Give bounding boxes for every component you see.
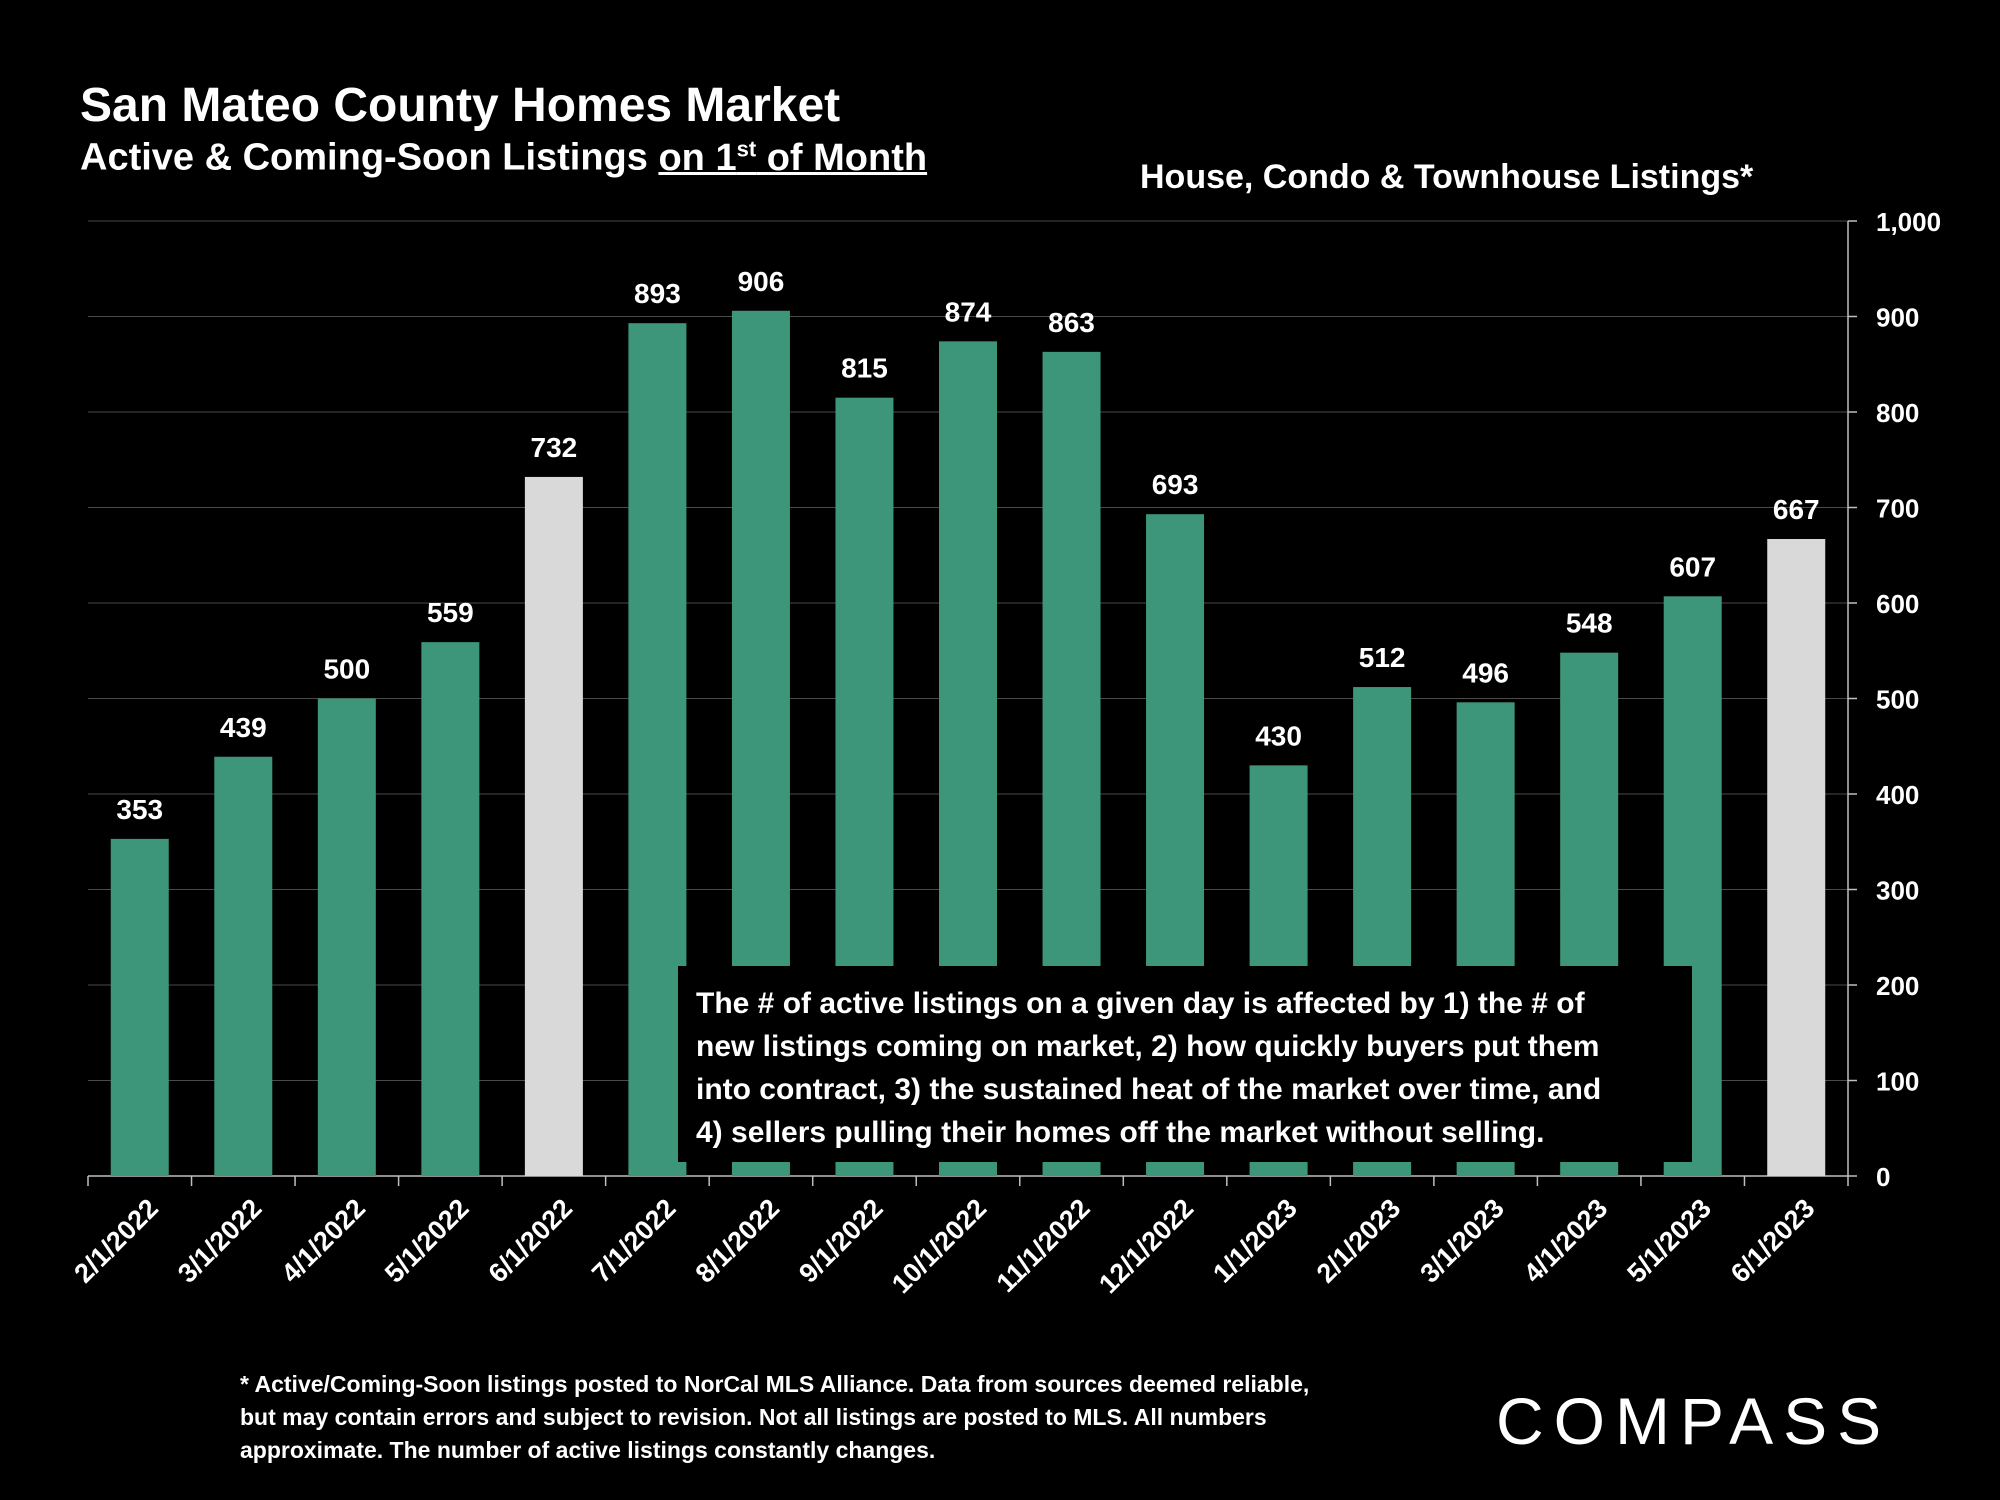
y-tick-label: 200: [1876, 971, 1919, 1001]
data-label: 893: [634, 278, 681, 309]
y-tick-label: 100: [1876, 1067, 1919, 1097]
subtitle-text: Active & Coming-Soon Listings: [80, 136, 659, 179]
x-tick-label: 2/1/2022: [68, 1193, 164, 1289]
data-label: 815: [841, 353, 888, 384]
chart-title: San Mateo County Homes Market: [80, 79, 841, 132]
y-tick-label: 600: [1876, 589, 1919, 619]
chart-subtitle: Active & Coming-Soon Listings on 1st of …: [80, 136, 927, 180]
y-tick-label: 300: [1876, 876, 1919, 906]
y-tick-label: 800: [1876, 398, 1919, 428]
x-tick-label: 8/1/2022: [690, 1193, 786, 1289]
data-label: 496: [1462, 657, 1509, 688]
subtitle-underlined: on 1st of Month: [658, 136, 928, 179]
data-label: 548: [1566, 608, 1613, 639]
subtitle-part-a: on 1: [658, 136, 737, 179]
annotation-box: The # of active listings on a given day …: [678, 966, 1692, 1162]
bar: [628, 323, 687, 1176]
footnote-line: but may contain errors and subject to re…: [240, 1404, 1267, 1430]
annotation-line: new listings coming on market, 2) how qu…: [696, 1030, 1600, 1063]
data-label: 906: [738, 266, 785, 297]
annotation-line: The # of active listings on a given day …: [696, 987, 1585, 1020]
data-label: 430: [1255, 720, 1302, 751]
data-label: 732: [531, 432, 578, 463]
data-label: 500: [323, 654, 370, 685]
x-tick-label: 6/1/2023: [1725, 1193, 1821, 1289]
bar: [317, 698, 376, 1176]
bar: [524, 476, 583, 1176]
x-tick-label: 3/1/2023: [1414, 1193, 1510, 1289]
data-label: 559: [427, 597, 474, 628]
bar: [110, 838, 169, 1176]
subtitle-part-b: of Month: [756, 136, 928, 179]
x-tick-label: 11/1/2022: [991, 1193, 1096, 1298]
bar: [1767, 539, 1826, 1176]
bar: [421, 642, 480, 1176]
x-tick-label: 10/1/2022: [886, 1193, 992, 1299]
data-label: 607: [1669, 551, 1716, 582]
x-tick-label: 2/1/2023: [1311, 1193, 1407, 1289]
data-label: 353: [116, 794, 163, 825]
x-tick-label: 12/1/2022: [1093, 1193, 1199, 1299]
y-tick-label: 1,000: [1876, 207, 1941, 237]
x-tick-label: 5/1/2023: [1621, 1193, 1717, 1289]
x-tick-label: 3/1/2022: [172, 1193, 268, 1289]
y-tick-label: 900: [1876, 303, 1919, 333]
data-label: 439: [220, 712, 267, 743]
y-tick-label: 400: [1876, 780, 1919, 810]
x-tick-label: 4/1/2023: [1518, 1193, 1614, 1289]
data-label: 693: [1152, 469, 1199, 500]
footnote-line: * Active/Coming-Soon listings posted to …: [240, 1371, 1310, 1397]
data-label: 667: [1773, 494, 1820, 525]
bar: [214, 756, 273, 1176]
data-label: 512: [1359, 642, 1406, 673]
footnote: * Active/Coming-Soon listings posted to …: [240, 1368, 1380, 1467]
x-tick-label: 1/1/2023: [1207, 1193, 1303, 1289]
compass-logo: COMPASS: [1496, 1384, 1892, 1458]
x-tick-label: 6/1/2022: [483, 1193, 579, 1289]
data-label: 874: [945, 296, 992, 327]
subtitle-superscript: st: [736, 136, 757, 161]
x-tick-label: 7/1/2022: [586, 1193, 682, 1289]
x-tick-label: 9/1/2022: [793, 1193, 889, 1289]
x-tick-label: 5/1/2022: [379, 1193, 475, 1289]
series-title: House, Condo & Townhouse Listings*: [1140, 158, 1754, 196]
y-tick-label: 700: [1876, 494, 1919, 524]
x-tick-label: 4/1/2022: [276, 1193, 372, 1289]
annotation-line: into contract, 3) the sustained heat of …: [696, 1073, 1602, 1106]
y-tick-label: 500: [1876, 685, 1919, 715]
y-tick-label: 0: [1876, 1162, 1890, 1192]
footnote-line: approximate. The number of active listin…: [240, 1437, 936, 1463]
annotation-line: 4) sellers pulling their homes off the m…: [696, 1116, 1545, 1149]
data-label: 863: [1048, 307, 1095, 338]
